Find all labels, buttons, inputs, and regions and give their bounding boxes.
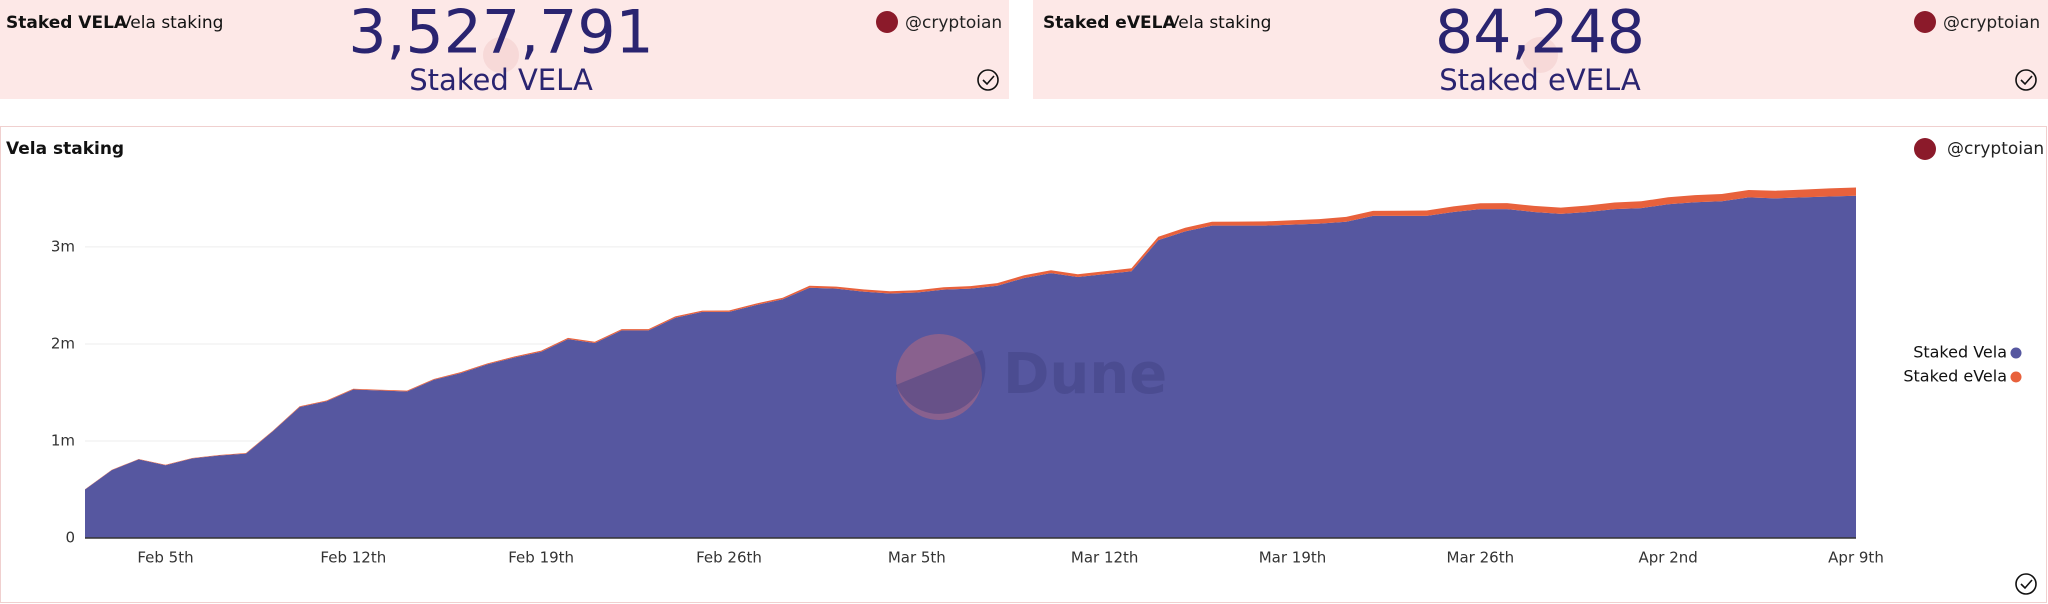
counter-label: Staked eVELA [1439, 63, 1641, 97]
x-tick-label: Apr 2nd [1639, 549, 1698, 567]
legend-swatch [2010, 347, 2022, 359]
area [85, 195, 1856, 538]
watermark: Dune [896, 334, 1167, 420]
watermark-logo [896, 334, 982, 420]
y-tick-label: 0 [65, 529, 75, 547]
x-tick-label: Mar 12th [1071, 549, 1139, 567]
x-tick-label: Mar 5th [888, 549, 946, 567]
legend-swatch [2010, 371, 2022, 383]
widget-subtitle: Vela staking [1168, 13, 1271, 33]
widget-title: Staked eVELA [1043, 13, 1176, 33]
watermark-logo-part [896, 350, 986, 414]
author[interactable]: @cryptoian [1947, 139, 2044, 159]
x-tick-label: Feb 12th [320, 549, 386, 567]
check-mark [2020, 579, 2033, 590]
y-tick-label: 2m [51, 334, 75, 352]
x-tick-label: Feb 19th [508, 549, 574, 567]
check-icon [2015, 69, 2037, 91]
counter-value: 84,248 [1435, 0, 1645, 68]
y-tick-label: 1m [51, 431, 75, 449]
counter-label: Staked VELA [409, 63, 593, 97]
x-tick-label: Mar 19th [1259, 549, 1327, 567]
x-tick-label: Feb 26th [696, 549, 762, 567]
watermark-text: Dune [1003, 342, 1167, 407]
check-mark [982, 75, 995, 86]
check-icon [2015, 573, 2037, 595]
plot: 0 1m 2m 3m Feb 5th Feb 12th Feb 19th Feb 26th Ma… [51, 187, 2022, 567]
avatar[interactable] [1914, 138, 1936, 160]
legend-label: Staked Vela [1913, 343, 2007, 362]
widget-title: Staked VELA [6, 13, 128, 33]
watermark-logo [483, 37, 519, 73]
avatar[interactable] [1914, 11, 1936, 33]
chart-title: Vela staking [6, 139, 124, 159]
legend-label: Staked eVela [1903, 367, 2007, 386]
x-tick-label: Mar 26th [1447, 549, 1515, 567]
y-tick-label: 3m [51, 237, 75, 255]
avatar[interactable] [876, 11, 898, 33]
x-tick-label: Apr 9th [1828, 549, 1884, 567]
x-tick-label: Feb 5th [137, 549, 193, 567]
author[interactable]: @cryptoian [905, 13, 1002, 33]
counter-value: 3,527,791 [348, 0, 653, 68]
check-mark [2020, 75, 2033, 86]
author[interactable]: @cryptoian [1943, 13, 2040, 33]
watermark-logo [1522, 37, 1558, 73]
widget-subtitle: Vela staking [120, 13, 223, 33]
check-icon [977, 69, 999, 91]
